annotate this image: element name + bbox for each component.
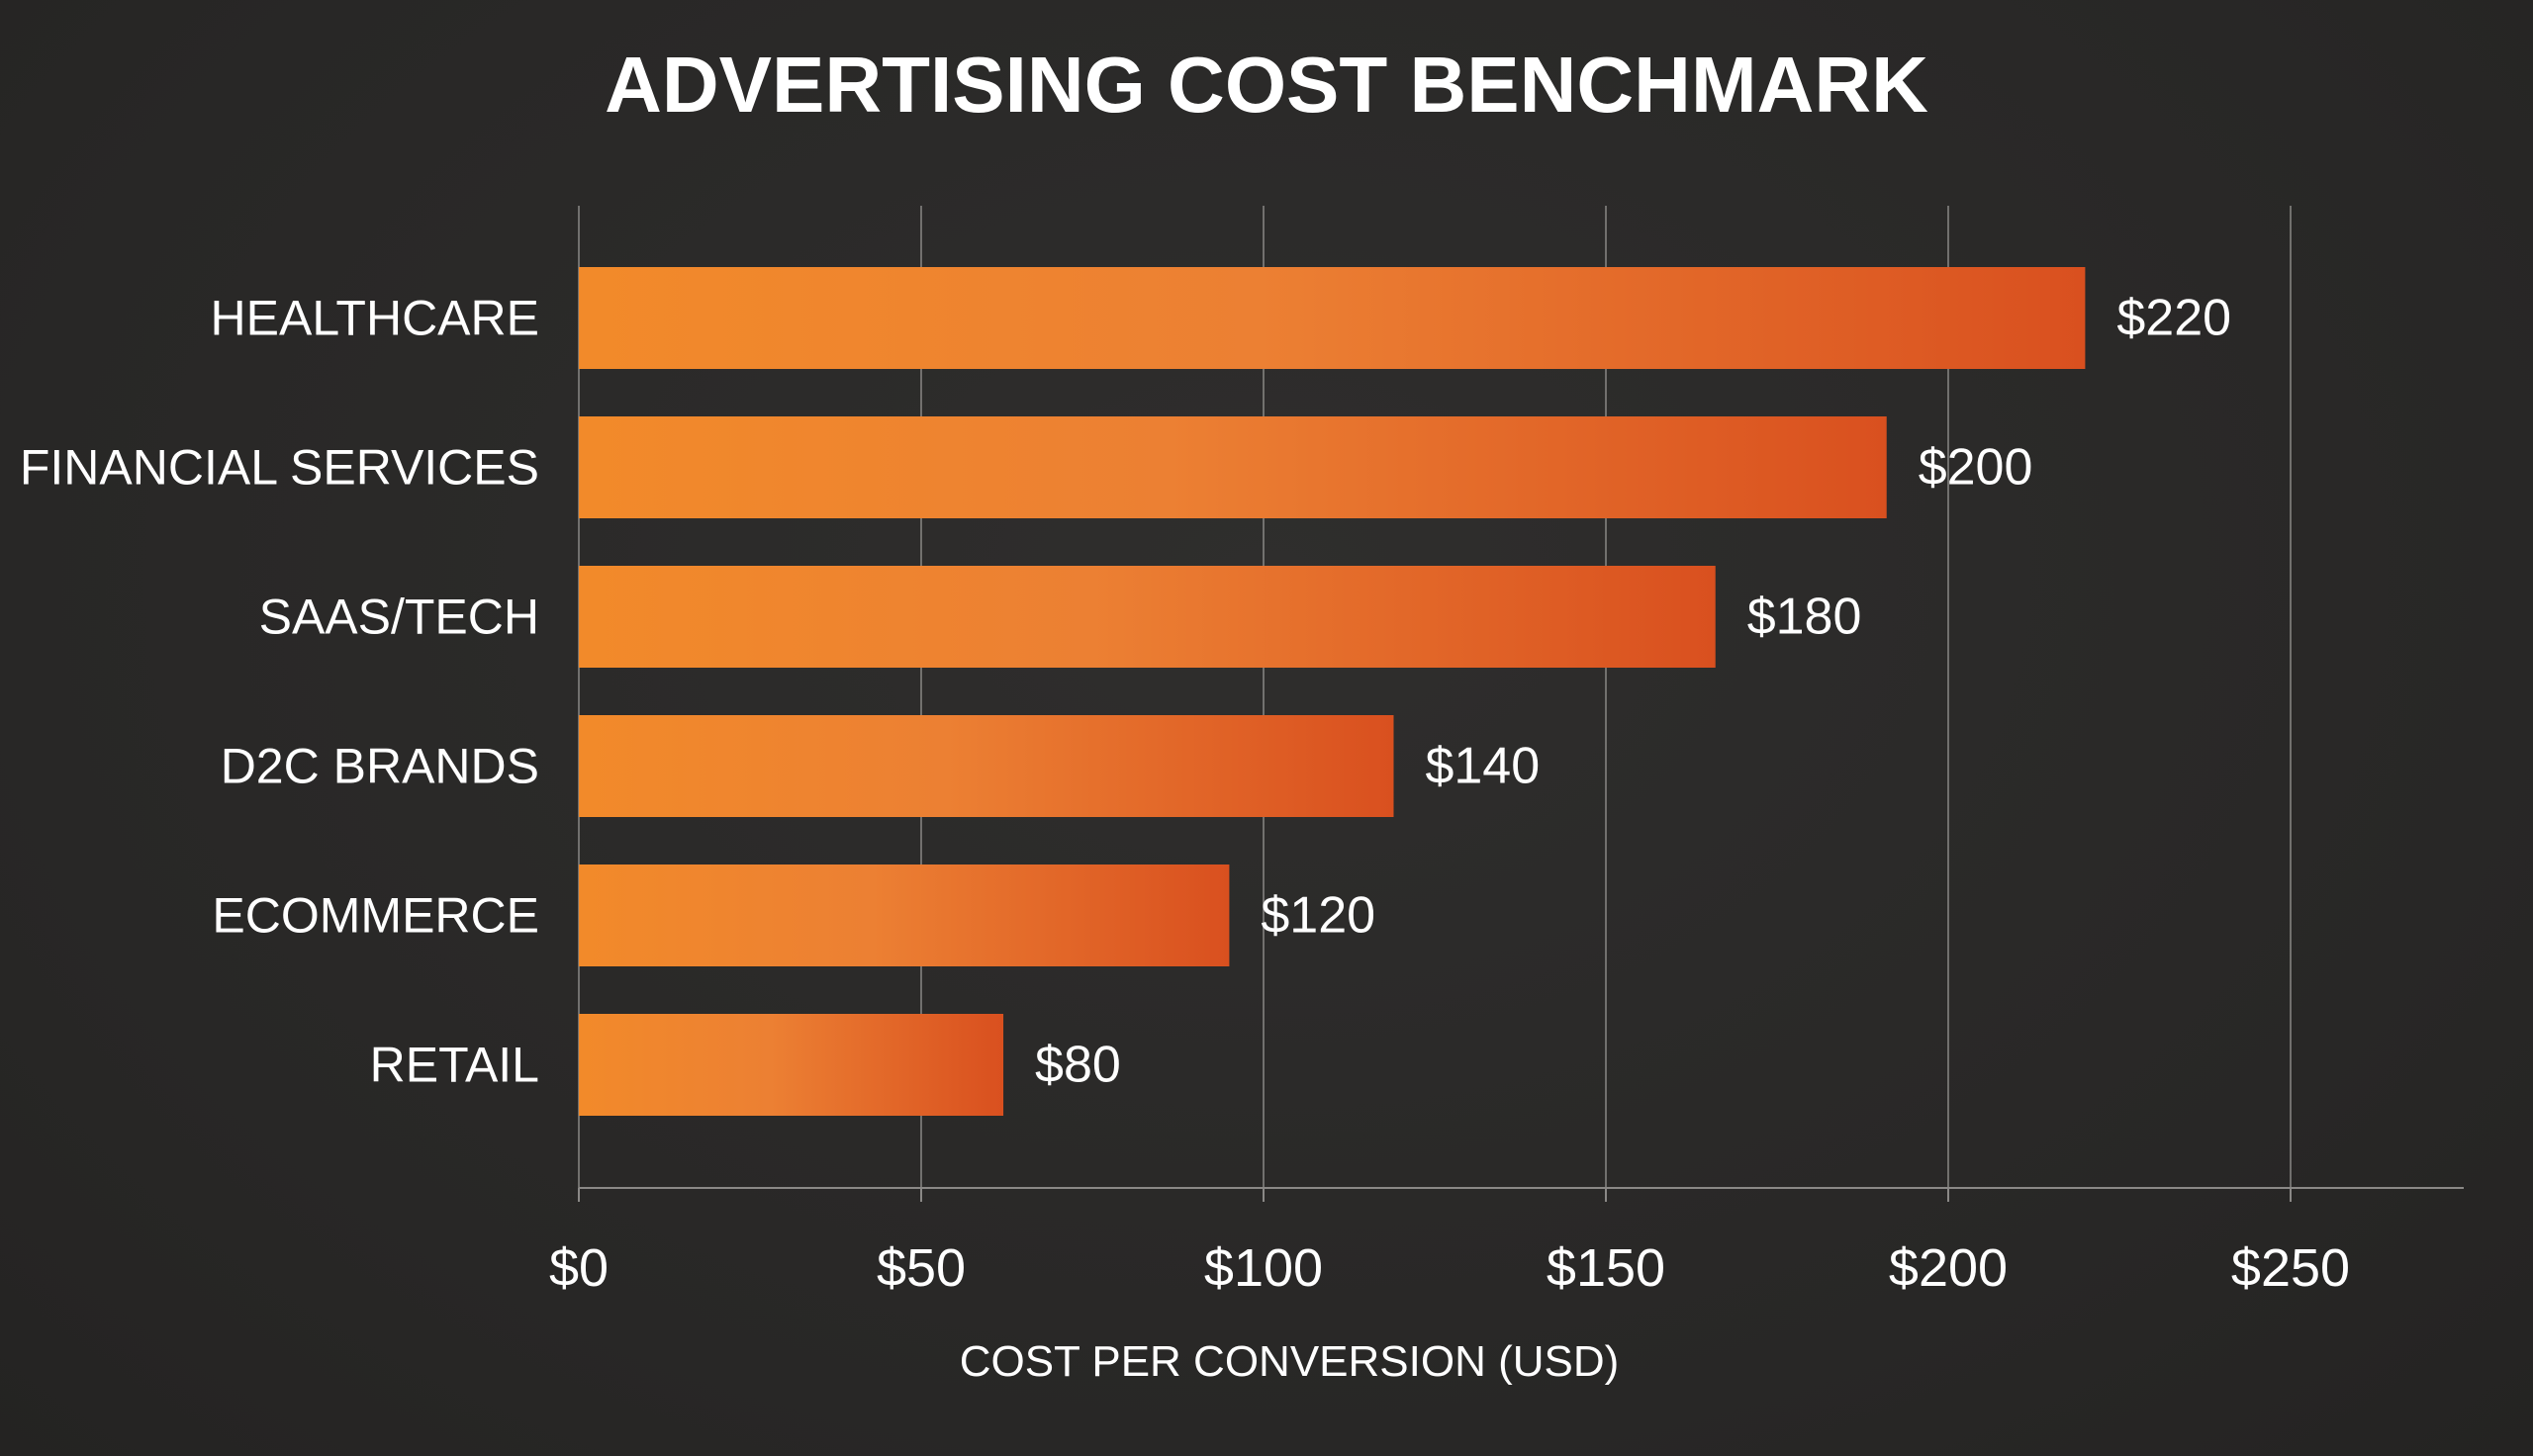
labels: $0 $50 $100 $150 $200 $250 HEALTHCARE $220 FINAN…	[20, 290, 2350, 1299]
bar-healthcare	[579, 267, 2086, 369]
x-tick-label: $0	[549, 1238, 609, 1298]
value-label: $80	[1035, 1037, 1121, 1094]
bar-d2c-brands	[579, 715, 1394, 817]
category-label: ECOMMERCE	[212, 888, 539, 944]
grid-lines	[578, 206, 2464, 1202]
value-label: $200	[1919, 439, 2033, 497]
value-label: $180	[1747, 589, 1862, 646]
category-label: RETAIL	[370, 1038, 539, 1093]
category-label: HEALTHCARE	[211, 291, 539, 346]
category-label: SAAS/TECH	[259, 590, 539, 645]
bar-retail	[579, 1014, 1004, 1116]
bar-saas-tech	[579, 566, 1716, 668]
x-axis-title: COST PER CONVERSION (USD)	[960, 1337, 1620, 1386]
category-label: D2C BRANDS	[221, 739, 539, 794]
value-label: $120	[1261, 887, 1375, 945]
bars	[579, 267, 2086, 1116]
x-tick-label: $50	[877, 1238, 966, 1298]
value-label: $140	[1425, 738, 1540, 795]
x-tick-label: $150	[1547, 1238, 1665, 1298]
chart-title: ADVERTISING COST BENCHMARK	[605, 41, 1928, 129]
x-tick-label: $100	[1204, 1238, 1323, 1298]
x-tick-label: $200	[1889, 1238, 2008, 1298]
bar-financial-services	[579, 416, 1887, 518]
x-tick-label: $250	[2231, 1238, 2350, 1298]
bar-ecommerce	[579, 864, 1230, 966]
category-label: FINANCIAL SERVICES	[20, 440, 539, 496]
value-label: $220	[2116, 290, 2231, 347]
